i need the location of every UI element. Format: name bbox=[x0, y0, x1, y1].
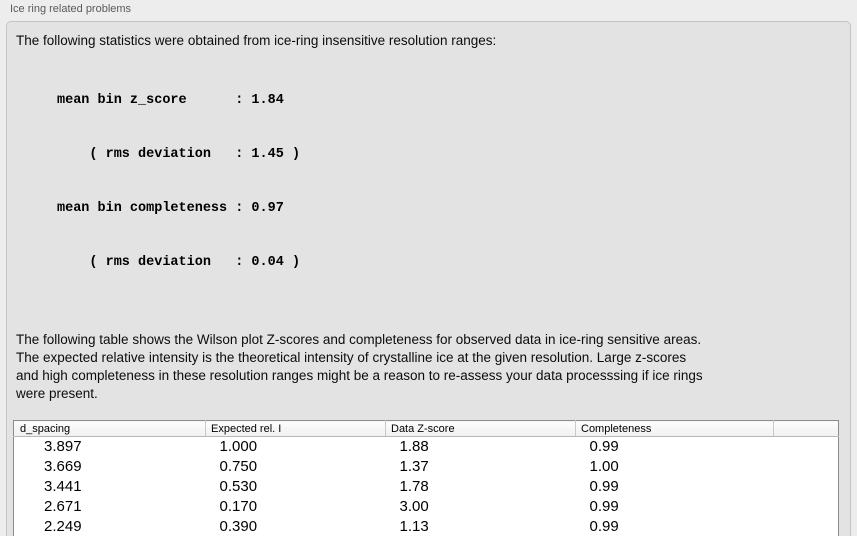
cell-expected-rel-i: 0.530 bbox=[219, 478, 258, 495]
column-header-completeness[interactable]: Completeness bbox=[575, 420, 774, 437]
section-title: Ice ring related problems bbox=[10, 3, 132, 15]
ice-ring-panel: The following statistics were obtained f… bbox=[6, 21, 851, 536]
cell-empty bbox=[774, 477, 839, 497]
cell-data-z-score: 1.37 bbox=[399, 458, 429, 475]
table-row[interactable]: 3.897 1.000 1.88 0.99 bbox=[14, 437, 839, 457]
cell-empty bbox=[774, 517, 839, 536]
cell-expected-rel-i: 0.750 bbox=[219, 458, 258, 475]
cell-d-spacing: 3.897 bbox=[44, 438, 82, 456]
cell-completeness: 0.99 bbox=[589, 438, 619, 456]
cell-completeness: 0.99 bbox=[589, 478, 619, 495]
table-description: The following table shows the Wilson plo… bbox=[16, 331, 844, 403]
cell-data-z-score: 1.13 bbox=[399, 518, 429, 535]
stat-line-zscore-rms: ( rms deviation : 1.45 ) bbox=[57, 147, 301, 162]
column-header-empty bbox=[773, 420, 839, 437]
table-row[interactable]: 2.249 0.390 1.13 0.99 bbox=[14, 517, 839, 536]
cell-empty bbox=[774, 497, 839, 517]
table-description-line: and high completeness in these resolutio… bbox=[16, 368, 703, 383]
cell-d-spacing: 2.249 bbox=[44, 518, 82, 535]
cell-expected-rel-i: 0.170 bbox=[219, 498, 258, 515]
cell-expected-rel-i: 0.390 bbox=[219, 518, 258, 535]
cell-expected-rel-i: 1.000 bbox=[219, 438, 258, 456]
table-header-row: d_spacing Expected rel. I Data Z-score C… bbox=[13, 420, 839, 437]
stats-block: mean bin z_score : 1.84 ( rms deviation … bbox=[57, 56, 844, 308]
stats-intro-text: The following statistics were obtained f… bbox=[16, 33, 497, 48]
table-row[interactable]: 2.671 0.170 3.00 0.99 bbox=[14, 497, 839, 517]
table-description-line: were present. bbox=[16, 386, 98, 401]
cell-empty bbox=[774, 457, 839, 477]
ice-ring-table: d_spacing Expected rel. I Data Z-score C… bbox=[13, 420, 839, 536]
stat-line-completeness-rms: ( rms deviation : 0.04 ) bbox=[57, 255, 301, 270]
cell-d-spacing: 3.441 bbox=[44, 478, 82, 495]
cell-completeness: 0.99 bbox=[589, 518, 619, 535]
table-description-line: The following table shows the Wilson plo… bbox=[16, 332, 702, 347]
table-row[interactable]: 3.441 0.530 1.78 0.99 bbox=[14, 477, 839, 497]
column-header-data-z-score[interactable]: Data Z-score bbox=[385, 420, 576, 437]
stat-line-zscore: mean bin z_score : 1.84 bbox=[57, 93, 284, 108]
cell-data-z-score: 1.78 bbox=[399, 478, 429, 495]
cell-data-z-score: 3.00 bbox=[399, 498, 429, 515]
cell-d-spacing: 3.669 bbox=[44, 458, 82, 475]
cell-empty bbox=[774, 437, 839, 457]
cell-completeness: 0.99 bbox=[589, 498, 619, 515]
cell-d-spacing: 2.671 bbox=[44, 498, 82, 515]
column-header-d-spacing[interactable]: d_spacing bbox=[13, 420, 206, 437]
table-description-line: The expected relative intensity is the t… bbox=[16, 350, 687, 365]
table-row[interactable]: 3.669 0.750 1.37 1.00 bbox=[14, 457, 839, 477]
cell-data-z-score: 1.88 bbox=[399, 438, 429, 456]
stat-line-completeness: mean bin completeness : 0.97 bbox=[57, 201, 284, 216]
column-header-expected-rel-i[interactable]: Expected rel. I bbox=[205, 420, 386, 437]
cell-completeness: 1.00 bbox=[589, 458, 619, 475]
